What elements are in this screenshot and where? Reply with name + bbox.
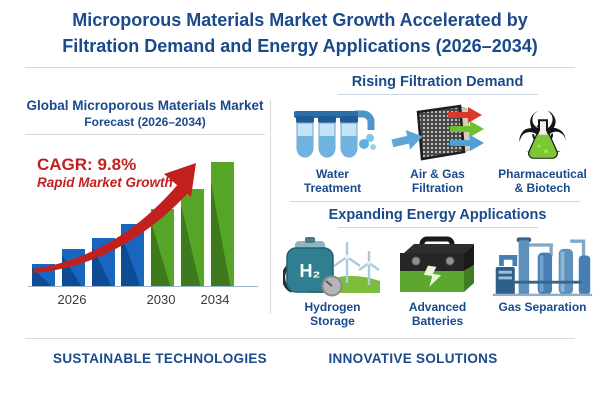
advanced-batteries-icon xyxy=(385,235,490,297)
header-divider xyxy=(25,67,575,68)
pharmaceutical-biotech-label: Pharmaceutical & Biotech xyxy=(498,167,587,195)
page-title: Microporous Materials Market Growth Acce… xyxy=(0,7,600,59)
energy-heading: Expanding Energy Applications xyxy=(328,207,547,223)
filtration-heading-underline xyxy=(337,94,538,95)
section-divider xyxy=(290,201,580,202)
air-gas-filtration-label: Air & Gas Filtration xyxy=(410,167,465,195)
energy-icons-row: H₂ Hydrogen Storage xyxy=(280,235,595,328)
bar-7 xyxy=(210,162,234,286)
energy-heading-underline xyxy=(337,227,538,228)
air-gas-filtration-icon xyxy=(385,102,490,164)
filtration-item-pharma-biotech: ☣ Pharmaceutical & Biotech xyxy=(490,102,595,195)
cagr-callout: CAGR: 9.8% Rapid Market Growth xyxy=(37,155,173,191)
energy-item-hydrogen: H₂ Hydrogen Storage xyxy=(280,235,385,328)
hydrogen-storage-icon: H₂ xyxy=(280,235,385,297)
water-treatment-label: Water Treatment xyxy=(303,167,362,195)
h2-label: H₂ xyxy=(299,261,320,281)
chart-divider xyxy=(25,134,265,135)
x-axis-line xyxy=(28,286,258,287)
footer-right-label: INNOVATIVE SOLUTIONS xyxy=(328,351,498,366)
energy-item-gas-separation: Gas Separation xyxy=(490,235,595,328)
filtration-item-water-treatment: Water Treatment xyxy=(280,102,385,195)
advanced-batteries-label: Advanced Batteries xyxy=(408,300,467,328)
bar-chart: CAGR: 9.8% Rapid Market Growth 2026 2030… xyxy=(25,137,265,307)
flask-icon xyxy=(527,119,558,160)
market-forecast-panel: Global Microporous Materials Market Fore… xyxy=(25,98,265,307)
bar-5 xyxy=(151,209,175,286)
footer-divider xyxy=(25,338,575,339)
footer-left-label: SUSTAINABLE TECHNOLOGIES xyxy=(53,351,267,366)
cagr-note: Rapid Market Growth xyxy=(37,175,173,190)
x-tick-2034: 2034 xyxy=(200,292,230,307)
filtration-item-air-gas: Air & Gas Filtration xyxy=(385,102,490,195)
water-treatment-icon xyxy=(280,102,385,164)
gas-separation-label: Gas Separation xyxy=(498,300,587,314)
growth-arrow-icon xyxy=(33,163,196,273)
pharmaceutical-biotech-icon: ☣ xyxy=(490,102,595,164)
page-title-line1: Microporous Materials Market Growth Acce… xyxy=(72,10,528,30)
vertical-divider xyxy=(270,100,271,314)
filtration-section: Rising Filtration Demand xyxy=(280,74,595,195)
gas-separation-icon xyxy=(490,235,595,297)
x-tick-2026: 2026 xyxy=(57,292,87,307)
bar-6 xyxy=(181,189,205,286)
filtration-icons-row: Water Treatment xyxy=(280,102,595,195)
energy-item-batteries: Advanced Batteries xyxy=(385,235,490,328)
filtration-heading: Rising Filtration Demand xyxy=(351,74,524,90)
chart-title: Global Microporous Materials Market xyxy=(26,98,264,113)
page-title-line2: Filtration Demand and Energy Application… xyxy=(62,36,538,56)
chart-subtitle: Forecast (2026–2034) xyxy=(84,115,206,129)
hydrogen-storage-label: Hydrogen Storage xyxy=(304,300,361,328)
x-tick-2030: 2030 xyxy=(146,292,176,307)
energy-section: Expanding Energy Applications xyxy=(280,207,595,328)
cagr-value: CAGR: 9.8% xyxy=(37,155,137,174)
